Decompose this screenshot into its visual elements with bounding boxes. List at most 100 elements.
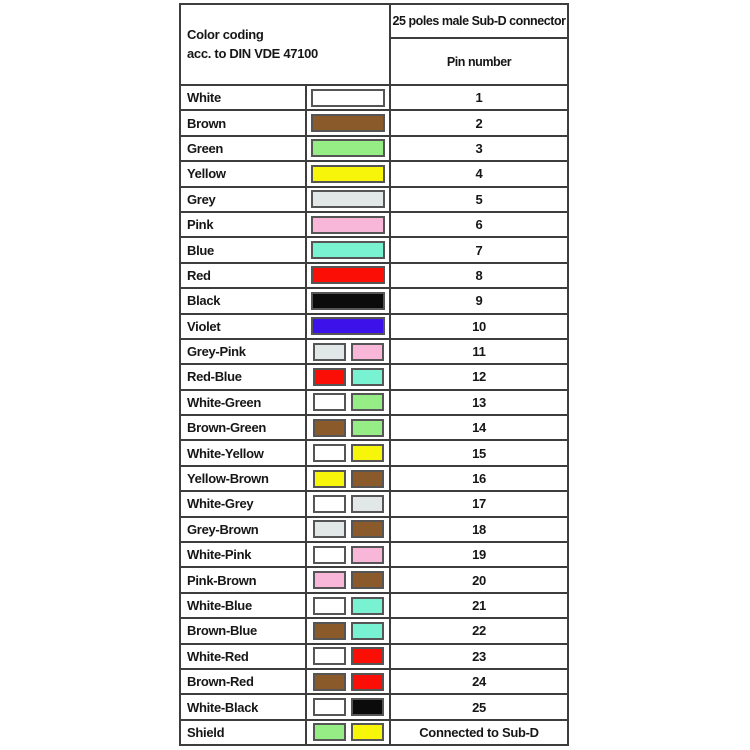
yellow-color-swatch <box>350 723 384 742</box>
pin-number: 4 <box>389 160 569 188</box>
color-swatch-cell <box>305 210 391 239</box>
grey-color-swatch <box>312 342 346 361</box>
table-row: Grey-Pink 11 <box>179 337 569 366</box>
color-name: Violet <box>179 312 307 340</box>
table-row: Black 9 <box>179 287 569 315</box>
table-row: Red 8 <box>179 261 569 290</box>
yellow-color-swatch <box>350 444 384 463</box>
color-swatch-cell <box>305 337 391 366</box>
black-color-swatch <box>350 698 384 717</box>
yellow-color-swatch <box>312 469 346 488</box>
table-row: Yellow 4 <box>179 160 569 188</box>
color-swatch-cell <box>305 109 391 137</box>
blue-color-swatch <box>311 241 385 260</box>
grey-color-swatch <box>312 520 346 539</box>
color-swatch-cell <box>305 236 391 264</box>
color-name: Brown <box>179 109 307 137</box>
pin-number: 22 <box>389 617 569 645</box>
pink-color-swatch <box>350 342 384 361</box>
header-color-coding-line2: acc. to DIN VDE 47100 <box>187 45 318 61</box>
color-name: Shield <box>179 718 307 747</box>
table-row: Brown 2 <box>179 109 569 137</box>
white-color-swatch <box>312 596 346 615</box>
table-row: Pink-Brown 20 <box>179 566 569 594</box>
color-swatch-cell <box>305 617 391 645</box>
pin-number: 11 <box>389 337 569 366</box>
color-swatch-cell <box>305 667 391 696</box>
blue-color-swatch <box>350 621 384 640</box>
grey-color-swatch <box>311 190 385 209</box>
table-row: White-Blue 21 <box>179 591 569 620</box>
color-swatch-cell <box>305 185 391 213</box>
color-name: White <box>179 83 307 112</box>
brown-color-swatch <box>312 418 346 437</box>
color-name: Grey-Brown <box>179 515 307 544</box>
color-swatch-cell <box>305 541 391 569</box>
color-name: White-Green <box>179 388 307 417</box>
table-row: White 1 <box>179 83 569 112</box>
color-swatch-cell <box>305 160 391 188</box>
color-name: Red <box>179 261 307 290</box>
color-name: Yellow <box>179 160 307 188</box>
color-swatch-cell <box>305 642 391 670</box>
red-color-swatch <box>312 367 346 386</box>
pin-number: 2 <box>389 109 569 137</box>
pin-number: 17 <box>389 490 569 518</box>
table-row: Red-Blue 12 <box>179 363 569 391</box>
header-color-coding-line1: Color coding <box>187 26 264 42</box>
color-swatch-cell <box>305 312 391 340</box>
color-name: Blue <box>179 236 307 264</box>
red-color-swatch <box>350 672 384 691</box>
table-row: White-Grey 17 <box>179 490 569 518</box>
blue-color-swatch <box>350 367 384 386</box>
pin-number: 23 <box>389 642 569 670</box>
red-color-swatch <box>350 647 384 666</box>
pin-number: 6 <box>389 210 569 239</box>
pin-number: 14 <box>389 414 569 442</box>
pin-number: 20 <box>389 566 569 594</box>
table-row: White-Green 13 <box>179 388 569 417</box>
pin-number: 8 <box>389 261 569 290</box>
color-name: Brown-Blue <box>179 617 307 645</box>
table-body: White 1 Brown 2 Green 3 Yellow 4 Grey 5 Pink 6 Blue 7… <box>179 83 569 747</box>
header-color-coding: Color coding acc. to DIN VDE 47100 <box>179 3 391 86</box>
table-row: Grey-Brown 18 <box>179 515 569 544</box>
pink-color-swatch <box>312 571 346 590</box>
color-swatch-cell <box>305 363 391 391</box>
white-color-swatch <box>312 545 346 564</box>
table-row: Grey 5 <box>179 185 569 213</box>
table-row: White-Red 23 <box>179 642 569 670</box>
color-swatch-cell <box>305 566 391 594</box>
color-swatch-cell <box>305 693 391 721</box>
table-row: Brown-Green 14 <box>179 414 569 442</box>
color-coding-table: Color coding acc. to DIN VDE 47100 25 po… <box>179 3 569 747</box>
color-name: Brown-Red <box>179 667 307 696</box>
color-swatch-cell <box>305 464 391 493</box>
pin-number: 12 <box>389 363 569 391</box>
table-row: White-Black 25 <box>179 693 569 721</box>
color-swatch-cell <box>305 591 391 620</box>
header-connector-title: 25 poles male Sub-D connector <box>389 3 569 39</box>
pin-number: 1 <box>389 83 569 112</box>
color-name: White-Pink <box>179 541 307 569</box>
table-row: White-Pink 19 <box>179 541 569 569</box>
table-row: Violet 10 <box>179 312 569 340</box>
color-name: Grey <box>179 185 307 213</box>
brown-color-swatch <box>350 469 384 488</box>
table-row: Brown-Red 24 <box>179 667 569 696</box>
color-name: White-Black <box>179 693 307 721</box>
table-row: Green 3 <box>179 134 569 163</box>
pin-number: 25 <box>389 693 569 721</box>
white-color-swatch <box>312 494 346 513</box>
black-color-swatch <box>311 291 385 310</box>
green-color-swatch <box>311 139 385 158</box>
green-color-swatch <box>350 418 384 437</box>
pin-number: 15 <box>389 439 569 467</box>
color-swatch-cell <box>305 287 391 315</box>
pin-number: 9 <box>389 287 569 315</box>
pin-number: 16 <box>389 464 569 493</box>
table-row: Shield Connected to Sub-D <box>179 718 569 747</box>
color-name: Black <box>179 287 307 315</box>
violet-color-swatch <box>311 317 385 336</box>
